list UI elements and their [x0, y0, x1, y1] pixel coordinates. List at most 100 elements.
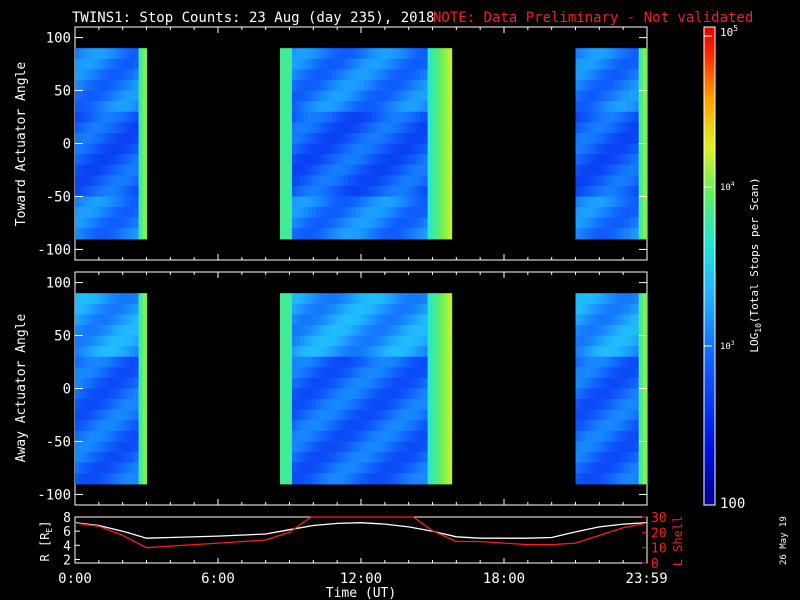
toward-heatmap-cell: [642, 164, 648, 176]
toward-heatmap-cell: [399, 175, 405, 187]
toward-heatmap-cell: [591, 122, 596, 134]
y-tick-label: 50: [54, 84, 71, 100]
toward-heatmap-cell: [591, 228, 596, 240]
toward-heatmap-cell: [363, 175, 369, 187]
toward-heatmap-cell: [431, 111, 437, 123]
away-heatmap-cell: [82, 367, 88, 379]
toward-heatmap-cell: [283, 196, 289, 208]
toward-heatmap-cell: [339, 101, 345, 113]
toward-heatmap-cell: [343, 217, 349, 229]
toward-heatmap-cell: [122, 154, 128, 166]
away-heatmap-cell: [283, 441, 289, 453]
away-heatmap-cell: [299, 452, 305, 464]
toward-heatmap-cell: [443, 79, 449, 92]
toward-heatmap-cell: [319, 175, 325, 187]
away-heatmap-cell: [403, 293, 409, 305]
away-heatmap-cell: [319, 430, 325, 443]
toward-heatmap-cell: [399, 58, 405, 70]
away-heatmap-cell: [343, 452, 349, 464]
away-heatmap-cell: [106, 462, 112, 474]
toward-heatmap-cell: [379, 132, 385, 145]
away-heatmap-cell: [130, 441, 136, 453]
toward-heatmap-cell: [395, 90, 401, 102]
away-heatmap-cell: [94, 367, 100, 379]
away-heatmap-cell: [626, 356, 632, 368]
away-heatmap-cell: [403, 324, 409, 337]
away-heatmap-cell: [407, 462, 413, 474]
toward-heatmap-cell: [106, 69, 112, 81]
toward-heatmap-cell: [575, 154, 581, 166]
toward-heatmap-cell: [114, 228, 120, 240]
toward-heatmap-cell: [419, 228, 425, 240]
away-heatmap-cell: [355, 452, 361, 464]
away-heatmap-cell: [591, 335, 596, 347]
toward-heatmap-cell: [118, 196, 124, 208]
toward-heatmap-cell: [118, 101, 124, 113]
away-heatmap-cell: [142, 441, 148, 453]
away-heatmap-cell: [142, 409, 148, 421]
toward-heatmap-cell: [375, 185, 381, 198]
away-heatmap-cell: [603, 441, 608, 453]
toward-heatmap-cell: [391, 196, 397, 208]
away-heatmap-cell: [638, 346, 644, 358]
toward-heatmap-cell: [630, 207, 636, 219]
away-heatmap-cell: [611, 452, 616, 464]
away-heatmap-cell: [122, 420, 128, 432]
toward-heatmap-cell: [279, 154, 285, 166]
toward-heatmap-cell: [583, 185, 588, 198]
away-heatmap-cell: [375, 430, 381, 443]
toward-heatmap-cell: [355, 69, 361, 81]
away-heatmap-cell: [423, 314, 429, 326]
away-heatmap-cell: [114, 356, 120, 368]
toward-heatmap-cell: [295, 143, 301, 155]
toward-heatmap-cell: [583, 48, 588, 60]
away-heatmap-cell: [595, 430, 600, 443]
toward-heatmap-cell: [363, 48, 369, 60]
away-heatmap-cell: [427, 430, 433, 443]
away-heatmap-cell: [75, 409, 80, 421]
away-heatmap-cell: [134, 377, 140, 390]
away-heatmap-cell: [587, 441, 592, 453]
away-heatmap-cell: [134, 430, 140, 443]
toward-heatmap-cell: [355, 175, 361, 187]
away-heatmap-cell: [591, 399, 596, 411]
toward-heatmap-cell: [347, 132, 353, 145]
toward-heatmap-cell: [607, 164, 612, 176]
toward-heatmap-cell: [583, 175, 588, 187]
away-heatmap-cell: [391, 430, 397, 443]
toward-heatmap-cell: [615, 143, 620, 155]
away-heatmap-cell: [391, 335, 397, 347]
toward-heatmap-cell: [327, 154, 333, 166]
away-heatmap-cell: [343, 420, 349, 432]
toward-heatmap-data: [75, 48, 648, 240]
toward-heatmap-cell: [591, 48, 596, 60]
toward-heatmap-cell: [295, 154, 301, 166]
toward-heatmap-cell: [307, 132, 313, 145]
away-heatmap-cell: [630, 420, 636, 432]
away-heatmap-cell: [355, 420, 361, 432]
away-heatmap-cell: [599, 473, 604, 485]
away-heatmap-cell: [110, 356, 116, 368]
toward-heatmap-cell: [142, 207, 148, 219]
away-heatmap-cell: [355, 430, 361, 443]
toward-heatmap-cell: [427, 228, 433, 240]
away-heatmap-cell: [383, 303, 389, 315]
toward-heatmap-cell: [138, 48, 144, 60]
toward-heatmap-cell: [110, 207, 116, 219]
toward-heatmap-cell: [359, 175, 365, 187]
away-heatmap-cell: [379, 324, 385, 337]
toward-heatmap-cell: [299, 196, 305, 208]
away-heatmap-cell: [363, 293, 369, 305]
away-heatmap-cell: [299, 324, 305, 337]
away-heatmap-cell: [638, 430, 644, 443]
toward-heatmap-cell: [603, 69, 608, 81]
away-heatmap-cell: [447, 430, 453, 443]
away-heatmap-cell: [634, 335, 640, 347]
away-heatmap-cell: [431, 314, 437, 326]
toward-heatmap-cell: [291, 207, 297, 219]
toward-heatmap-cell: [379, 48, 385, 60]
toward-heatmap-cell: [419, 175, 425, 187]
away-heatmap-cell: [379, 462, 385, 474]
toward-heatmap-cell: [303, 132, 309, 145]
toward-heatmap-cell: [283, 207, 289, 219]
